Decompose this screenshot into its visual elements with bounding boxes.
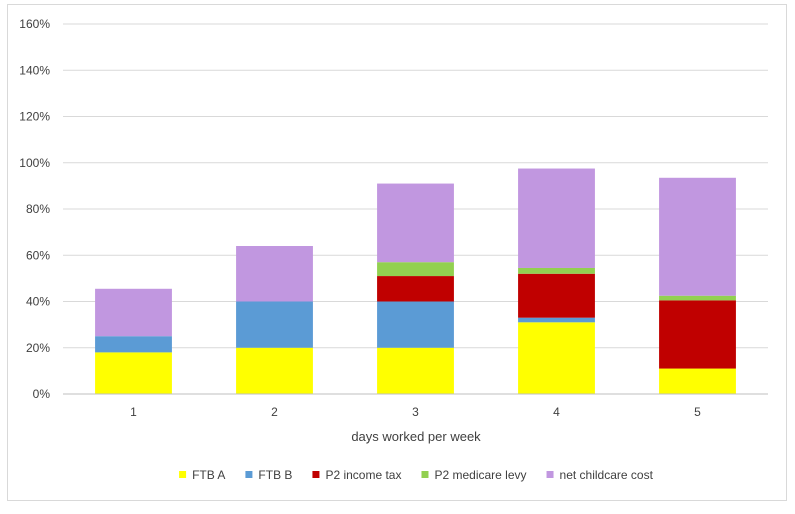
- legend-swatch-ftb-a: [179, 471, 187, 478]
- legend: FTB A FTB B P2 income tax P2 medicare levy n…: [179, 468, 654, 482]
- legend-label: FTB A: [192, 468, 225, 482]
- legend-label: P2 income tax: [325, 468, 401, 482]
- legend-swatch-ftb-b: [245, 471, 253, 478]
- bar-segment-p2-medicare-levy-day-5: [659, 295, 736, 301]
- legend-swatch-p2-medicare-levy: [421, 471, 429, 478]
- y-tick-label: 20%: [26, 341, 50, 355]
- y-tick-label: 100%: [19, 156, 50, 170]
- x-tick-label: 3: [412, 405, 419, 419]
- y-tick-label: 120%: [19, 110, 50, 124]
- gridlines: [63, 23, 768, 349]
- bar-segment-ftb-a-day-5: [659, 368, 736, 394]
- y-tick-label: 160%: [19, 17, 50, 31]
- y-tick-label: 40%: [26, 295, 50, 309]
- bar-segment-ftb-b-day-4: [518, 317, 595, 323]
- bar-segment-ftb-b-day-3: [377, 301, 454, 348]
- bar-segment-p2-income-tax-day-4: [518, 273, 595, 318]
- y-tick-label: 80%: [26, 202, 50, 216]
- legend-label: FTB B: [258, 468, 292, 482]
- x-axis-title: days worked per week: [351, 429, 481, 444]
- y-tick-label: 140%: [19, 63, 50, 77]
- bar-segment-net-childcare-cost-day-3: [377, 183, 454, 263]
- legend-swatch-p2-income-tax: [312, 471, 320, 478]
- bar-segment-p2-medicare-levy-day-3: [377, 262, 454, 277]
- bar-segment-ftb-a-day-4: [518, 322, 595, 394]
- y-tick-label: 60%: [26, 248, 50, 262]
- bar-segment-p2-medicare-levy-day-4: [518, 267, 595, 274]
- bar-segment-net-childcare-cost-day-2: [236, 246, 313, 302]
- x-tick-label: 1: [130, 405, 137, 419]
- bar-segment-ftb-b-day-2: [236, 301, 313, 348]
- bar-segment-net-childcare-cost-day-1: [95, 288, 172, 337]
- bar-segment-net-childcare-cost-day-4: [518, 168, 595, 268]
- bar-segment-p2-income-tax-day-3: [377, 276, 454, 302]
- bar-segment-net-childcare-cost-day-5: [659, 177, 736, 296]
- legend-label: P2 medicare levy: [434, 468, 526, 482]
- bar-segment-ftb-a-day-3: [377, 347, 454, 394]
- legend-swatch-net-childcare-cost: [546, 471, 554, 478]
- x-tick-label: 5: [694, 405, 701, 419]
- x-tick-label: 2: [271, 405, 278, 419]
- bar-segment-ftb-a-day-2: [236, 347, 313, 394]
- bars: [95, 168, 736, 394]
- legend-label: net childcare cost: [560, 468, 654, 482]
- bar-segment-p2-income-tax-day-5: [659, 300, 736, 369]
- axes: 0% 20% 40% 60% 80% 100% 120% 140% 160% 1 2 3 4 5: [19, 17, 768, 419]
- bar-segment-ftb-a-day-1: [95, 352, 172, 394]
- x-tick-label: 4: [553, 405, 560, 419]
- y-tick-label: 0%: [33, 387, 51, 401]
- bar-segment-ftb-b-day-1: [95, 336, 172, 353]
